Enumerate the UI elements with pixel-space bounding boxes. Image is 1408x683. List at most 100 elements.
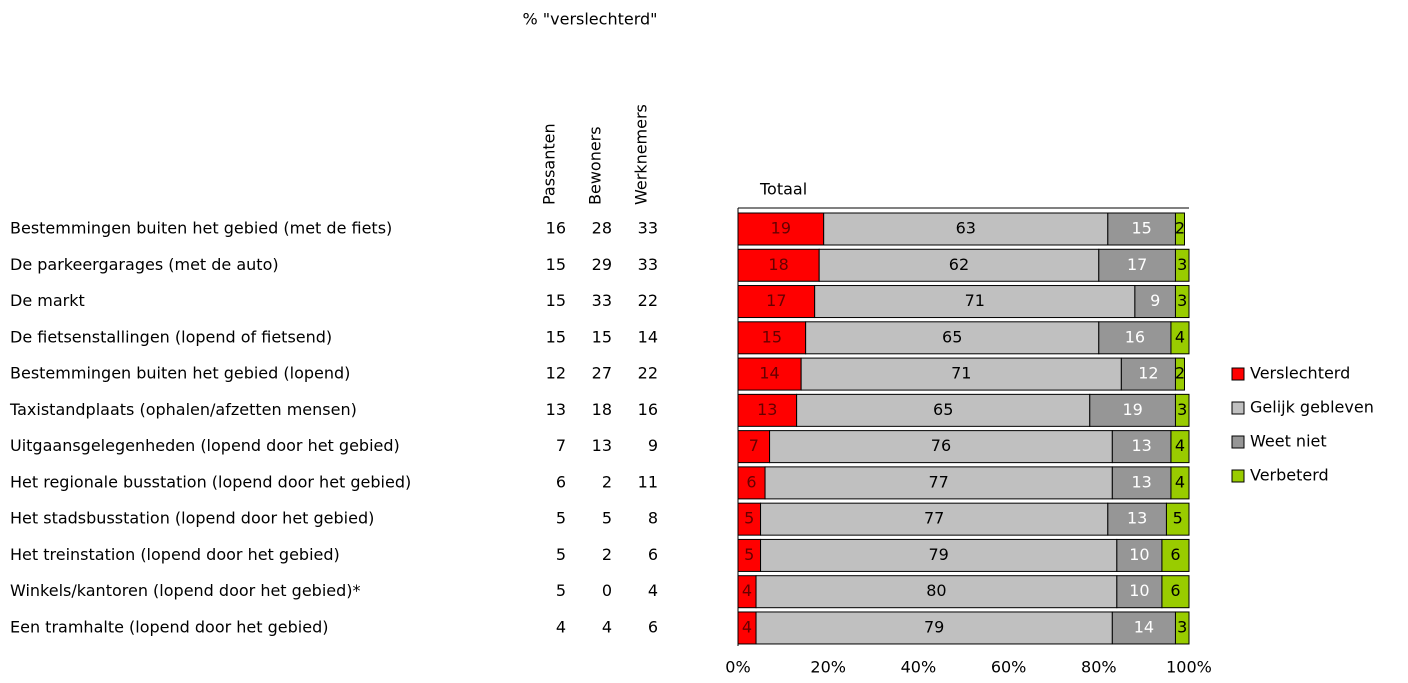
value-label: 80 xyxy=(926,581,946,600)
value-label: 3 xyxy=(1177,255,1187,274)
value-label: 77 xyxy=(929,472,949,491)
table-cell: 9 xyxy=(648,436,658,455)
value-label: 6 xyxy=(746,472,756,491)
x-tick-label: 20% xyxy=(810,658,846,677)
value-label: 19 xyxy=(771,219,791,238)
table-cell: 28 xyxy=(592,219,612,238)
table-cell: 29 xyxy=(592,255,612,274)
legend-swatch xyxy=(1231,469,1245,483)
table-cell: 5 xyxy=(602,509,612,528)
bar-segment xyxy=(1161,575,1190,609)
table-cell: 18 xyxy=(592,400,612,419)
value-label: 2 xyxy=(1175,364,1185,383)
category-label: Bestemmingen buiten het gebied (lopend) xyxy=(10,364,350,383)
table-cell: 2 xyxy=(602,545,612,564)
value-label: 6 xyxy=(1170,545,1180,564)
bar-segment xyxy=(1116,538,1163,572)
bar-segment xyxy=(1165,502,1190,536)
bar-segment xyxy=(737,466,766,500)
table-cell: 12 xyxy=(546,364,566,383)
value-label: 19 xyxy=(1122,400,1142,419)
bar-segment xyxy=(1170,430,1190,464)
bar-segment xyxy=(737,393,798,427)
value-label: 10 xyxy=(1129,545,1149,564)
table-cell: 4 xyxy=(556,617,566,636)
value-label: 5 xyxy=(744,509,754,528)
value-label: 77 xyxy=(924,509,944,528)
value-label: 15 xyxy=(762,327,782,346)
category-label: Een tramhalte (lopend door het gebied) xyxy=(10,617,328,636)
bar-segment xyxy=(737,430,771,464)
bar-segment xyxy=(1174,393,1190,427)
column-header: Bewoners xyxy=(586,126,605,205)
bar-segment xyxy=(1098,321,1172,355)
bar-segment xyxy=(1170,466,1190,500)
table-cell: 5 xyxy=(556,545,566,564)
table-cell: 15 xyxy=(546,291,566,310)
legend-swatch xyxy=(1231,367,1245,381)
table-cell: 16 xyxy=(546,219,566,238)
value-label: 4 xyxy=(1175,472,1185,491)
table-cell: 6 xyxy=(648,617,658,636)
value-label: 5 xyxy=(1173,509,1183,528)
table-cell: 6 xyxy=(556,472,566,491)
category-label: Het treinstation (lopend door het gebied… xyxy=(10,545,340,564)
category-label: De fietsenstallingen (lopend of fietsend… xyxy=(10,327,332,346)
bar-segment xyxy=(1107,212,1176,246)
table-cell: 13 xyxy=(592,436,612,455)
bar-segment xyxy=(1107,502,1167,536)
table-cell: 0 xyxy=(602,581,612,600)
table-cell: 7 xyxy=(556,436,566,455)
category-label: Het regionale busstation (lopend door he… xyxy=(10,472,411,491)
table-cell: 33 xyxy=(638,219,658,238)
bar-segment xyxy=(1089,393,1176,427)
table-cell: 13 xyxy=(546,400,566,419)
value-label: 17 xyxy=(1127,255,1147,274)
value-label: 79 xyxy=(929,545,949,564)
legend-label: Gelijk gebleven xyxy=(1250,398,1374,417)
table-cell: 27 xyxy=(592,364,612,383)
legend-label: Verbeterd xyxy=(1250,466,1329,485)
bar-segment xyxy=(1174,611,1190,645)
value-label: 62 xyxy=(949,255,969,274)
bar-segment xyxy=(1174,285,1190,319)
category-label: Het stadsbusstation (lopend door het geb… xyxy=(10,509,374,528)
x-tick-label: 80% xyxy=(1081,658,1117,677)
table-cell: 4 xyxy=(648,581,658,600)
legend-swatch xyxy=(1231,401,1245,415)
bar-segment xyxy=(796,393,1091,427)
bar-segment xyxy=(1161,538,1190,572)
category-label: Uitgaansgelegenheden (lopend door het ge… xyxy=(10,436,400,455)
bar-segment xyxy=(1111,611,1176,645)
category-label: De parkeergarages (met de auto) xyxy=(10,255,279,274)
value-label: 17 xyxy=(766,291,786,310)
value-label: 4 xyxy=(742,581,752,600)
value-label: 76 xyxy=(931,436,951,455)
value-label: 4 xyxy=(1175,327,1185,346)
category-label: De markt xyxy=(10,291,85,310)
table-cell: 2 xyxy=(602,472,612,491)
table-cell: 22 xyxy=(638,291,658,310)
value-label: 9 xyxy=(1150,291,1160,310)
value-label: 16 xyxy=(1125,327,1145,346)
value-label: 12 xyxy=(1138,364,1158,383)
value-label: 13 xyxy=(1131,436,1151,455)
legend-swatch xyxy=(1231,435,1245,449)
value-label: 7 xyxy=(749,436,759,455)
category-label: Taxistandplaats (ophalen/afzetten mensen… xyxy=(9,400,357,419)
legend-label: Weet niet xyxy=(1250,432,1327,451)
table-cell: 33 xyxy=(638,255,658,274)
bar-segment xyxy=(737,212,825,246)
value-label: 65 xyxy=(933,400,953,419)
bar-segment xyxy=(814,285,1136,319)
table-cell: 4 xyxy=(602,617,612,636)
bar-segment xyxy=(737,285,816,319)
bar-segment xyxy=(823,212,1109,246)
value-label: 15 xyxy=(1131,219,1151,238)
value-label: 14 xyxy=(759,364,779,383)
bar-segment xyxy=(805,321,1100,355)
bar-segment xyxy=(1174,357,1185,391)
value-label: 71 xyxy=(951,364,971,383)
table-cell: 11 xyxy=(638,472,658,491)
value-label: 71 xyxy=(965,291,985,310)
